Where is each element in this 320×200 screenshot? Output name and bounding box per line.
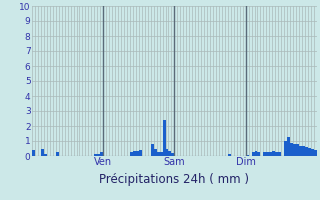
Bar xyxy=(252,152,254,156)
Bar xyxy=(139,150,142,156)
Bar xyxy=(94,154,97,156)
Bar xyxy=(41,149,44,156)
Bar xyxy=(246,154,249,156)
X-axis label: Précipitations 24h ( mm ): Précipitations 24h ( mm ) xyxy=(100,173,249,186)
Bar xyxy=(314,150,317,156)
Bar xyxy=(258,152,260,156)
Bar xyxy=(266,152,269,156)
Bar xyxy=(287,137,290,156)
Bar xyxy=(133,151,136,156)
Bar xyxy=(172,153,174,156)
Bar xyxy=(168,151,172,156)
Bar xyxy=(278,152,281,156)
Bar xyxy=(151,144,154,156)
Bar xyxy=(296,144,299,156)
Bar xyxy=(272,151,275,156)
Bar xyxy=(154,148,156,156)
Bar xyxy=(56,152,59,156)
Bar xyxy=(136,151,139,156)
Bar xyxy=(290,142,293,156)
Bar xyxy=(302,146,305,156)
Bar xyxy=(156,152,160,156)
Bar xyxy=(254,151,258,156)
Bar xyxy=(165,148,168,156)
Bar xyxy=(305,147,308,156)
Bar xyxy=(97,154,100,156)
Bar xyxy=(163,120,165,156)
Bar xyxy=(299,146,302,156)
Bar xyxy=(311,148,314,156)
Bar xyxy=(32,150,35,156)
Bar xyxy=(263,152,266,156)
Bar xyxy=(160,152,163,156)
Bar xyxy=(44,154,47,156)
Bar xyxy=(269,152,272,156)
Bar xyxy=(284,141,287,156)
Bar xyxy=(228,154,231,156)
Bar xyxy=(275,152,278,156)
Bar xyxy=(308,148,311,156)
Bar xyxy=(100,152,103,156)
Bar xyxy=(293,144,296,156)
Bar xyxy=(130,152,133,156)
